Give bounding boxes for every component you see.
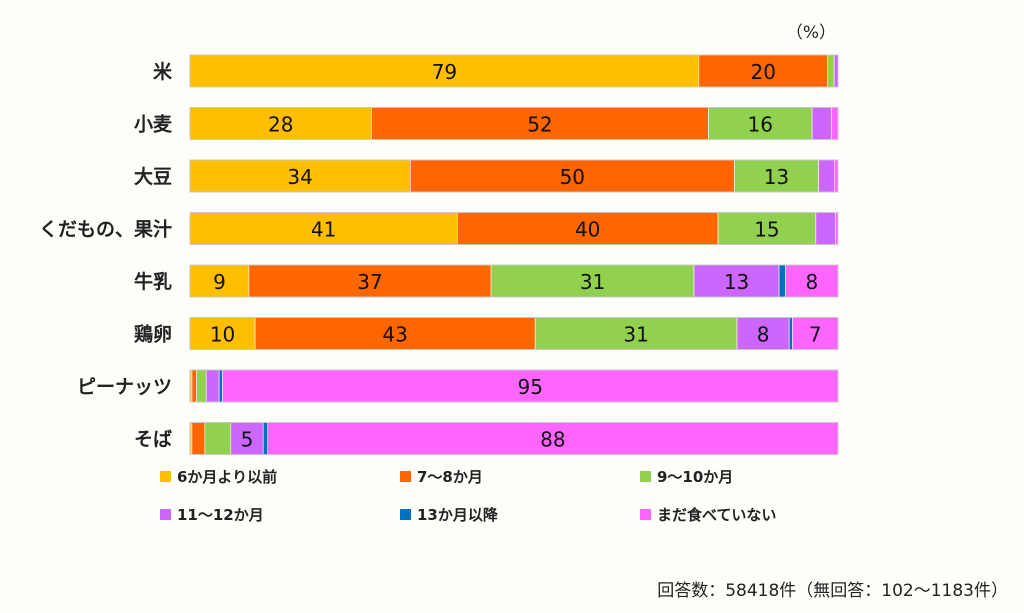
bar-segment xyxy=(834,159,839,193)
labels-layer: 米 79 20 小麦 28 52 16 大豆 34 50 13 くだもの、果汁 41 40 15 牛乳 9 37 3… xyxy=(39,60,822,452)
category-label: そば xyxy=(134,429,172,451)
legend-swatch xyxy=(640,509,651,520)
data-label: 41 xyxy=(311,218,336,242)
category-label: くだもの、果汁 xyxy=(39,218,172,241)
bar-segment xyxy=(189,54,700,88)
data-label: 34 xyxy=(287,165,312,189)
data-label: 16 xyxy=(748,113,773,137)
bar-segment xyxy=(191,369,197,403)
bar-outline xyxy=(189,422,839,455)
bar-segment xyxy=(189,107,372,140)
bar-segment xyxy=(262,422,269,455)
bar-segment xyxy=(778,264,786,298)
data-label: 13 xyxy=(724,270,749,294)
category-label: 牛乳 xyxy=(134,270,172,293)
legend-swatch xyxy=(160,509,171,520)
data-label: 15 xyxy=(754,218,779,242)
data-label: 28 xyxy=(268,113,293,137)
bar-segment xyxy=(218,369,223,403)
legend: 6か月より以前 7～8か月 9～10か月 11～12か月 13か月以降 まだ食べていない xyxy=(160,468,776,524)
data-label: 9 xyxy=(213,270,226,294)
legend-label: 6か月より以前 xyxy=(177,468,277,486)
bar-segment xyxy=(204,422,232,455)
category-label: 小麦 xyxy=(134,113,173,136)
data-label: 8 xyxy=(805,270,818,294)
data-label: 31 xyxy=(580,270,605,294)
bar-outline xyxy=(189,264,839,298)
data-label: 50 xyxy=(560,165,585,189)
legend-label: 7～8か月 xyxy=(417,468,483,486)
legend-swatch xyxy=(400,471,411,482)
category-label: 大豆 xyxy=(134,165,172,188)
data-label: 10 xyxy=(210,323,235,347)
bar-segment xyxy=(833,54,839,88)
bar-segment xyxy=(490,264,695,298)
data-label: 95 xyxy=(517,375,542,399)
legend-swatch xyxy=(400,509,411,520)
bar-segment xyxy=(456,212,719,245)
bar-outline xyxy=(189,107,839,140)
data-label: 20 xyxy=(751,60,776,84)
data-label: 43 xyxy=(382,323,407,347)
bar-segment xyxy=(205,369,220,403)
legend-swatch xyxy=(640,471,651,482)
category-label: 鶏卵 xyxy=(134,323,172,346)
bar-segment xyxy=(222,369,839,403)
legend-swatch xyxy=(160,471,171,482)
bar-segment xyxy=(196,369,207,403)
data-label: 31 xyxy=(623,323,648,347)
bar-outline xyxy=(189,369,839,403)
unit-label: （%） xyxy=(786,23,836,43)
data-label: 7 xyxy=(809,323,822,347)
bar-segment xyxy=(191,422,206,455)
data-label: 13 xyxy=(764,165,789,189)
bar-segment xyxy=(827,54,835,88)
category-label: 米 xyxy=(153,60,173,83)
legend-label: 11～12か月 xyxy=(177,506,264,524)
data-label: 5 xyxy=(241,428,254,452)
bars-layer xyxy=(189,54,839,455)
category-label: ピーナッツ xyxy=(77,376,172,398)
bar-outline xyxy=(189,317,839,350)
legend-label: 9～10か月 xyxy=(657,468,733,486)
bar-segment xyxy=(734,159,819,193)
legend-label: まだ食べていない xyxy=(657,506,776,524)
legend-label: 13か月以降 xyxy=(417,506,499,524)
footnote: 回答数：58418件（無回答：102～1183件） xyxy=(657,581,1008,601)
data-label: 40 xyxy=(575,218,600,242)
data-label: 37 xyxy=(357,270,382,294)
bar-segment xyxy=(815,212,836,245)
bar-outline xyxy=(189,54,839,88)
bar-segment xyxy=(267,422,839,455)
bar-segment xyxy=(831,107,839,140)
bar-outline xyxy=(189,212,839,245)
bar-segment xyxy=(371,107,709,140)
data-label: 88 xyxy=(540,428,565,452)
bar-segment xyxy=(693,264,780,298)
bar-segment xyxy=(248,264,492,298)
data-label: 79 xyxy=(432,60,457,84)
bar-segment xyxy=(736,317,790,350)
bar-outline xyxy=(189,159,839,193)
bar-segment xyxy=(788,317,793,350)
bar-segment xyxy=(254,317,536,350)
bar-segment xyxy=(818,159,836,193)
data-label: 52 xyxy=(527,113,552,137)
bar-segment xyxy=(698,54,828,88)
data-label: 8 xyxy=(757,323,770,347)
bar-segment xyxy=(811,107,832,140)
